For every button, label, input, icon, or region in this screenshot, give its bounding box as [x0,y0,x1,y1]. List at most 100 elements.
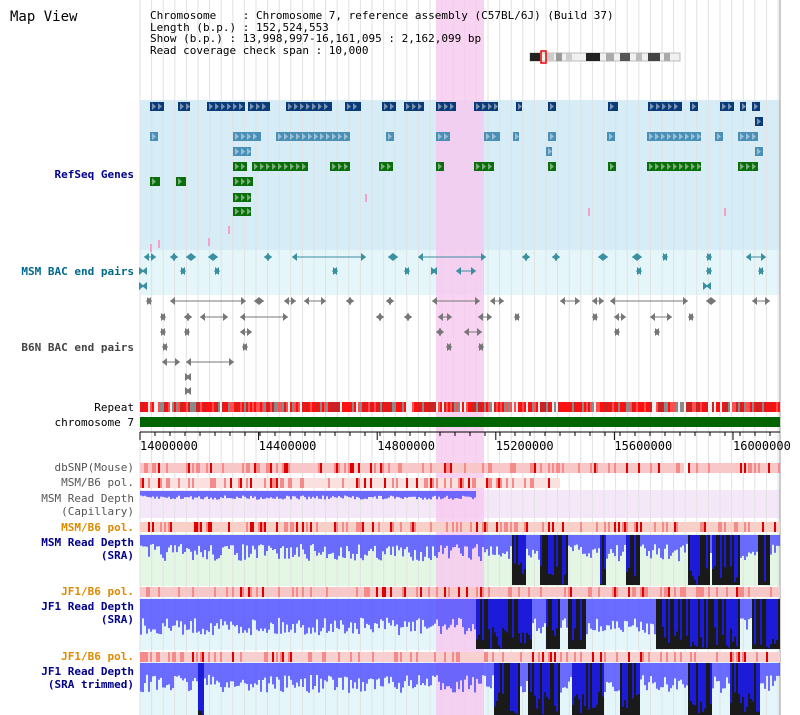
pol-mark [768,463,770,473]
depth-bar [216,491,218,500]
depth-bar [582,663,584,695]
depth-bar [336,599,338,628]
depth-bar [526,599,528,633]
depth-bar [296,491,298,499]
pol-mark [762,522,764,532]
depth-bar [654,663,656,683]
depth-bar [214,599,216,626]
bac-pair-end [447,313,452,321]
depth-bar [674,663,676,679]
depth-bar [276,663,278,677]
axis-tick-label: 14800000 [377,439,435,453]
track-label-b6n-bac[interactable]: B6N BAC end pairs [21,341,134,354]
depth-bar [670,663,672,689]
depth-bar [200,491,202,499]
depth-bar [394,599,396,627]
depth-bar [684,535,686,553]
repeat-segment [314,402,316,412]
depth-bar [398,663,400,683]
depth-bar [544,599,546,624]
repeat-segment [552,402,554,412]
depth-bar [762,663,764,684]
depth-bar [646,599,648,624]
depth-bar [200,535,202,553]
repeat-segment [146,402,148,412]
track-label-refseq[interactable]: RefSeq Genes [54,168,134,181]
depth-bar [158,599,160,634]
refseq-small-feature [724,208,726,216]
depth-bar [270,663,272,677]
depth-bar [244,599,246,631]
pol-mark [724,522,726,532]
depth-bar [754,599,756,645]
pol-mark [164,522,166,532]
depth-bar [152,663,154,677]
depth-bar [190,663,192,690]
repeat-segment [230,402,232,412]
depth-bar [624,599,626,621]
refseq-gene [720,102,734,111]
pol-mark [596,463,598,473]
depth-bar [740,599,742,619]
repeat-segment [726,402,728,412]
bac-pair-end [456,267,461,275]
depth-bar [764,535,766,582]
depth-bar [266,599,268,633]
depth-overflow [666,599,668,649]
gene-arrow [656,103,660,110]
depth-bar [538,663,540,700]
gene-arrow [746,133,750,140]
depth-bar [348,599,350,628]
pol-mark [730,652,732,662]
depth-bar [382,599,384,621]
depth-bar [404,599,406,622]
track-label-msm-bac[interactable]: MSM BAC end pairs [21,265,134,278]
gene-arrow [288,103,292,110]
depth-bar [164,491,166,498]
depth-overflow [630,663,632,715]
pol-mark [462,478,464,488]
repeat-segment [266,402,268,412]
repeat-segment [720,402,722,412]
depth-bar [464,663,466,680]
repeat-segment [522,402,524,412]
pol-mark [742,652,744,662]
gene-arrow [697,163,701,170]
repeat-segment [382,402,384,412]
pol-mark [144,463,146,473]
depth-bar [264,491,266,499]
pol-mark [428,587,430,597]
gene-arrow [294,103,298,110]
depth-bar [460,663,462,681]
depth-bar [470,599,472,632]
pol-mark [476,522,478,532]
bac-pair-end [240,328,245,336]
depth-bar [330,535,332,554]
depth-bar [596,663,598,705]
repeat-segment [172,402,174,412]
depth-overflow [710,599,712,649]
depth-bar [488,535,490,556]
depth-bar [232,491,234,499]
pol-mark [592,652,594,662]
depth-bar [666,535,668,545]
pol-mark [350,652,352,662]
pol-mark [446,522,448,532]
depth-bar [340,663,342,678]
pol-mark [658,463,660,473]
pol-mark [430,478,432,488]
pol-mark [240,587,242,597]
pol-mark [240,652,242,662]
depth-overflow [550,663,552,715]
gene-arrow [661,133,665,140]
pol-mark [178,587,180,597]
depth-bar [150,599,152,632]
depth-bar [414,491,416,497]
depth-overflow [716,535,718,585]
repeat-segment [150,402,152,412]
pol-mark [590,463,592,473]
pol-mark [390,522,392,532]
depth-bar [240,599,242,627]
depth-overflow [762,599,764,649]
depth-bar [578,535,580,550]
